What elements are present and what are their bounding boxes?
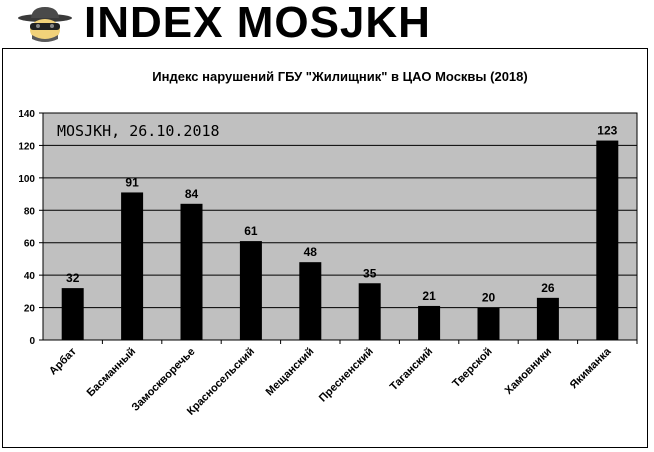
banner: INDEX MOSJKH <box>0 0 654 47</box>
x-tick-label: Мещанский <box>264 346 317 399</box>
bar <box>358 283 381 340</box>
bar <box>239 241 262 340</box>
banner-title: INDEX MOSJKH <box>84 0 431 47</box>
bar <box>596 140 619 340</box>
y-tick-label: 80 <box>24 206 36 217</box>
data-label: 91 <box>125 175 139 189</box>
bar <box>180 203 203 340</box>
y-tick-label: 0 <box>29 336 35 347</box>
bar <box>61 288 84 340</box>
bar <box>121 192 144 340</box>
data-label: 20 <box>482 291 496 305</box>
y-tick-label: 140 <box>18 109 35 120</box>
y-tick-label: 60 <box>24 239 36 250</box>
y-tick-label: 20 <box>24 304 36 315</box>
x-tick-label: Красносельский <box>185 346 257 418</box>
x-tick-label: Пресненский <box>317 346 376 405</box>
data-label: 123 <box>597 124 617 138</box>
x-tick-label: Тверской <box>450 346 494 390</box>
bar <box>477 307 500 340</box>
bar-chart: Индекс нарушений ГБУ "Жилищник" в ЦАО Мо… <box>18 69 638 418</box>
data-label: 48 <box>304 245 318 259</box>
chart-frame: Индекс нарушений ГБУ "Жилищник" в ЦАО Мо… <box>2 48 648 448</box>
y-tick-label: 100 <box>18 174 35 185</box>
bar <box>299 262 322 340</box>
x-tick-label: Арбат <box>47 345 79 377</box>
x-tick-label: Якиманка <box>568 345 614 391</box>
x-tick-label: Замоскворечье <box>129 346 197 414</box>
data-label: 32 <box>66 271 80 285</box>
chart-title: Индекс нарушений ГБУ "Жилищник" в ЦАО Мо… <box>152 69 527 84</box>
x-tick-label: Хамовники <box>503 346 554 397</box>
data-label: 26 <box>541 281 555 295</box>
spy-icon <box>18 7 72 42</box>
y-tick-label: 120 <box>18 141 35 152</box>
bar <box>418 305 441 340</box>
bar <box>536 297 559 340</box>
x-tick-label: Басманный <box>85 346 139 400</box>
data-label: 84 <box>185 187 199 201</box>
data-label: 61 <box>244 224 258 238</box>
x-tick-label: Таганский <box>388 346 435 393</box>
chart-annotation: MOSJKH, 26.10.2018 <box>57 122 220 140</box>
y-tick-label: 40 <box>24 271 36 282</box>
data-label: 21 <box>422 289 436 303</box>
data-label: 35 <box>363 266 377 280</box>
